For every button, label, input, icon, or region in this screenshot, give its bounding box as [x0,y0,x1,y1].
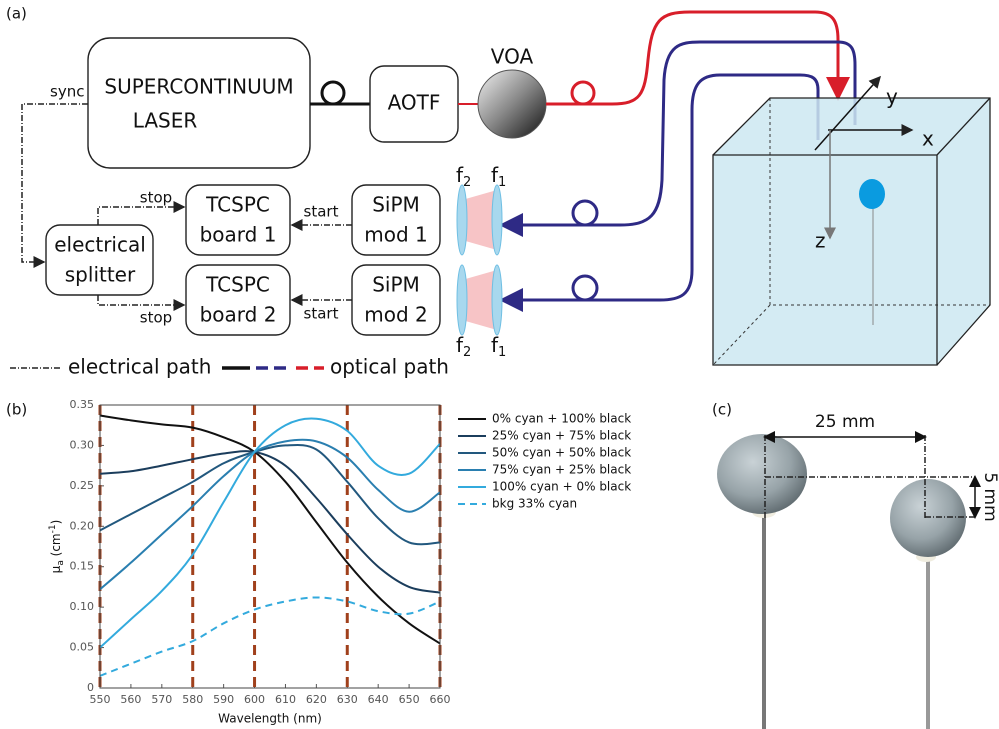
tcspc-label: board 2 [200,303,277,327]
laser-box [87,37,311,169]
fiber-coil [570,80,596,106]
electrical-path [21,103,88,268]
fiber-red [546,10,850,106]
series-line [99,414,441,645]
lens-label: f1 [491,163,506,190]
x-tick-label: 560 [120,693,141,706]
tcspc-box [185,264,291,336]
y-tick-label: 0.30 [70,438,95,451]
series-line [99,596,441,677]
x-tick-label: 610 [275,693,296,706]
x-tick-label: 620 [306,693,327,706]
series-line [99,438,441,591]
sipm-label: mod 1 [364,223,428,247]
start-label: start [304,203,339,221]
x-tick-label: 650 [399,693,420,706]
legend-label: optical path [330,355,449,379]
y-axis-label-part: a [56,560,66,566]
panel-label: (c) [712,401,732,419]
y-tick-label: 0 [87,681,94,694]
legend-label: 25% cyan + 75% black [492,429,631,443]
legend-label: 75% cyan + 25% black [492,463,631,477]
fiber-blue [499,73,820,312]
fiber-coil [320,80,346,106]
photo [717,434,966,729]
y-tick-label: 0.25 [70,479,95,492]
y-axis-label-part: (cm [49,533,63,560]
x-tick-label: 660 [430,693,451,706]
sync-label: sync [50,83,84,101]
fiber-coil [571,274,599,302]
stop-label: stop [140,189,172,207]
series-line [99,450,441,594]
sipm-box [351,184,441,256]
y-axis-label-part: μ [49,565,63,573]
sipm-label: SiPM [372,273,420,297]
electrical-path [97,295,186,311]
lens-label: f2 [456,163,471,190]
legend-label: bkg 33% cyan [492,497,577,511]
laser-label: SUPERCONTINUUM [104,75,293,99]
start-label: start [304,305,339,323]
plot-frame [99,404,441,689]
voa-label: VOA [491,45,534,69]
dimension-label: 5 mm [980,472,999,521]
axis-label: z [815,229,826,253]
legend-label: electrical path [68,355,211,379]
x-tick-label: 550 [90,693,111,706]
axis-label: y [886,85,898,109]
y-tick-label: 0.35 [70,398,95,411]
electrical-path [97,201,186,225]
stop-label: stop [140,309,172,327]
lens-label: f1 [491,333,506,360]
x-axis-label: Wavelength (nm) [218,712,322,726]
voa [477,69,547,139]
lenses [456,184,503,336]
dimension-label: 25 mm [815,412,875,432]
axis-label: x [922,127,934,151]
x-tick-label: 630 [337,693,358,706]
y-tick-label: 0.10 [70,600,95,613]
tcspc-label: TCSPC [205,193,270,217]
phantom-cube [712,97,991,366]
legend-label: 0% cyan + 100% black [492,412,631,426]
x-tick-label: 600 [244,693,265,706]
lens-label: f2 [456,333,471,360]
series-line [99,417,441,649]
splitter-box [45,224,154,296]
legend-label: 50% cyan + 50% black [492,446,631,460]
y-axis-label: μa (cm-1) [48,520,66,574]
tcspc-box [185,184,291,256]
y-tick-label: 0.05 [70,641,95,654]
laser-label: LASER [133,109,198,133]
panel-label: (a) [6,5,27,23]
chart: 0 0.05 0.10 0.15 0.20 0.25 0.30 0.35 550 560 570 58… [48,398,632,726]
sipm-label: mod 2 [364,303,428,327]
axis-y [814,75,881,151]
y-tick-label: 0.20 [70,519,95,532]
legend-label: 100% cyan + 0% black [492,480,631,494]
y-axis-label-part: -1 [48,524,58,533]
sipm-label: SiPM [372,193,420,217]
fiber-coil [571,199,599,227]
x-tick-label: 640 [368,693,389,706]
y-axis-label-part: ) [49,520,63,525]
y-tick-label: 0.15 [70,560,95,573]
tcspc-label: TCSPC [205,273,270,297]
x-tick-label: 580 [182,693,203,706]
splitter-label: splitter [65,263,136,287]
aotf-label: AOTF [388,91,441,115]
x-tick-label: 570 [151,693,172,706]
panel-label: (b) [6,401,27,419]
fiber-blue [499,40,857,237]
dimension-line [764,435,975,520]
splitter-label: electrical [54,233,146,257]
series-line [99,443,441,546]
tcspc-label: board 1 [200,223,277,247]
inclusion [859,179,885,209]
x-tick-label: 590 [213,693,234,706]
